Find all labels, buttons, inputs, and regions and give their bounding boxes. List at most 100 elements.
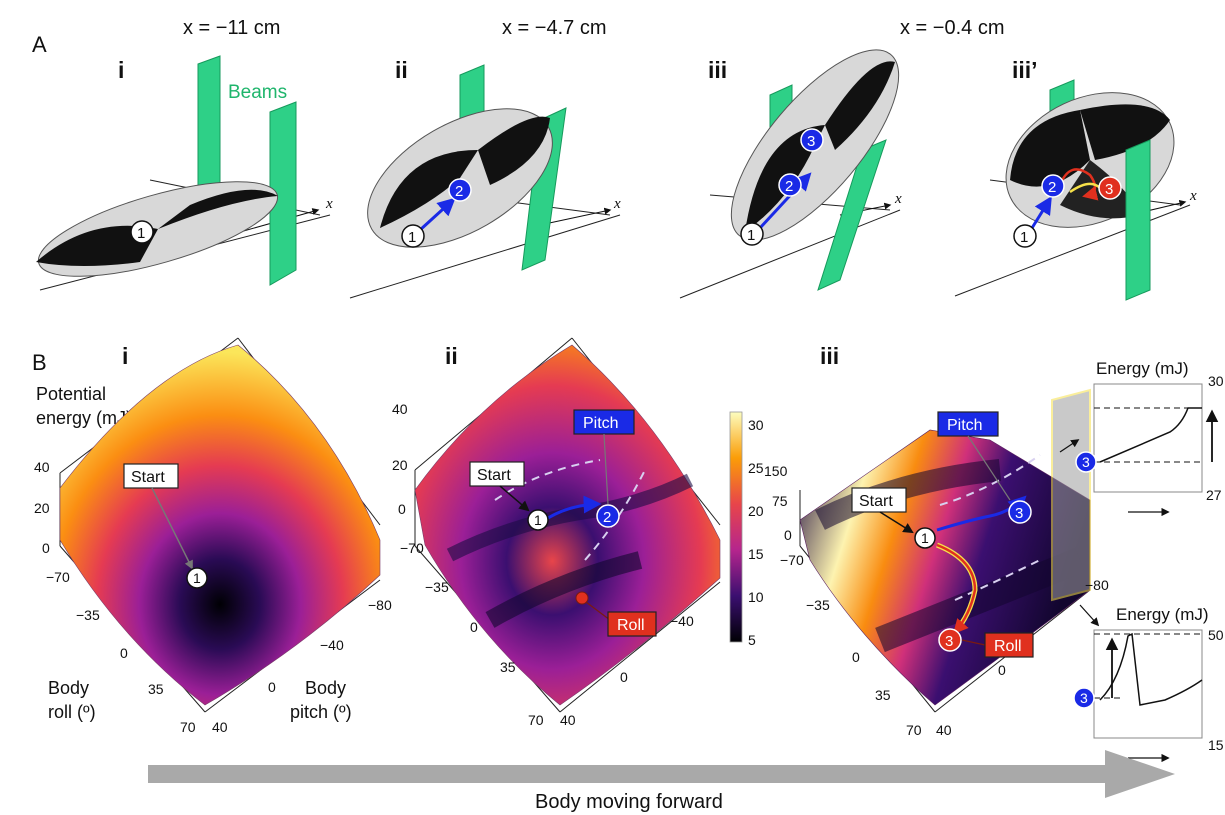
- panel-b-iii: iii 150 75 0 −70 −35 0 35 70 40 0 −80 St…: [764, 343, 1109, 738]
- inset-top-min: 27: [1206, 487, 1222, 503]
- pitch-label-2: pitch (º): [290, 702, 352, 722]
- inset-bottom-frame: [1093, 629, 1203, 739]
- state-marker-3-label: 3: [1105, 181, 1113, 198]
- start-callout: [123, 463, 179, 489]
- roll-tick: −35: [76, 607, 100, 623]
- roll-tick: 70: [528, 712, 544, 728]
- start-callout-label: Start: [131, 469, 165, 486]
- pitch-label-1: Body: [305, 678, 346, 698]
- panel-a-ii: ii x 1 2: [349, 57, 621, 299]
- panel-a-iii-label: iii: [708, 57, 727, 83]
- saddle-boundary: [939, 454, 1041, 601]
- state-marker-2-label: 2: [1048, 179, 1056, 196]
- start-callout-label: Start: [859, 493, 893, 510]
- roll-arrow: [1058, 168, 1099, 201]
- panel-a-ii-label: ii: [395, 57, 408, 83]
- saddle-slice: [1051, 388, 1091, 602]
- state-marker-1-label: 1: [747, 227, 755, 244]
- pitch-tick: −40: [670, 613, 694, 629]
- z-axis-label-1: Potential: [36, 384, 106, 404]
- state-marker-1-label: 1: [408, 229, 416, 246]
- state-marker-1-label: 1: [921, 530, 929, 546]
- state-marker-2-label: 2: [455, 183, 463, 200]
- state-marker-3: [1008, 500, 1032, 524]
- shell-ellipsoid: [36, 181, 279, 277]
- energy-surface: [414, 344, 721, 706]
- roll-callout-label: Roll: [617, 617, 645, 634]
- inset-bottom-pointer: [1079, 604, 1100, 627]
- roll-path: [936, 543, 977, 635]
- z-tick: 40: [34, 459, 50, 475]
- roll-tick: 70: [180, 719, 196, 735]
- state-marker-1: [401, 224, 425, 248]
- state-marker-3-label: 3: [1015, 505, 1023, 522]
- inset-energy-pitch: Energy (mJ) 30 27 3: [1075, 359, 1224, 517]
- colorbar-tick: 10: [748, 589, 764, 605]
- energy-surface: [59, 344, 381, 706]
- colorbar-tick: 25: [748, 460, 764, 476]
- colorbar-gradient: [729, 411, 743, 643]
- roll-callout-label: Roll: [994, 638, 1022, 655]
- state-marker-1-label: 1: [193, 570, 201, 586]
- shell-ellipsoid: [1005, 92, 1175, 228]
- state-marker-2: [778, 173, 802, 197]
- pitch-callout-label: Pitch: [947, 417, 983, 434]
- z-tick: 150: [764, 463, 788, 479]
- x-axis-label: x: [894, 191, 902, 207]
- beams-label: Beams: [228, 82, 287, 103]
- x-axis-arrow: [539, 207, 612, 226]
- inset-top-frame: [1093, 383, 1203, 493]
- panel-b-i-label: i: [122, 343, 128, 369]
- panel-a-i: i x Beams 1: [36, 55, 333, 291]
- forward-arrow-shape: [148, 750, 1175, 798]
- state-marker-1: [740, 222, 764, 246]
- x-axis-label: x: [1189, 188, 1197, 204]
- pitch-tick: 0: [268, 679, 276, 695]
- state-marker-3-label: 3: [945, 633, 953, 650]
- state-marker-1-label: 1: [137, 225, 145, 242]
- start-callout: [469, 461, 525, 487]
- floor-axis: [679, 209, 901, 299]
- pitch-tick: 40: [212, 719, 228, 735]
- beam-right: [817, 139, 887, 291]
- roll-pointer: [585, 601, 611, 621]
- start-pointer: [151, 487, 193, 570]
- roll-path-highlight: [1069, 182, 1101, 194]
- state-marker-3-label: 3: [1080, 690, 1088, 706]
- state-marker-3: [1073, 687, 1095, 709]
- roll-tick: 0: [120, 645, 128, 661]
- x-axis-label: x: [613, 196, 621, 212]
- pitch-tick: −40: [320, 637, 344, 653]
- panel-label-a: A: [32, 32, 47, 57]
- pitch-pointer: [603, 433, 609, 505]
- inset-bottom-min: 15: [1208, 737, 1224, 753]
- state-marker-1-label: 1: [1020, 229, 1028, 246]
- state-marker-1: [1013, 224, 1037, 248]
- inset-top-max: 30: [1208, 373, 1224, 389]
- position-label-1: x = −11 cm: [183, 17, 280, 39]
- roll-callout: [984, 632, 1034, 658]
- panel-a-i-label: i: [118, 57, 124, 83]
- roll-tick: −70: [46, 569, 70, 585]
- pitch-pointer: [967, 435, 1011, 501]
- roll-tick: −35: [806, 597, 830, 613]
- colorbar-tick: 15: [748, 546, 764, 562]
- beam-right: [1125, 139, 1151, 301]
- colorbar-tick: 20: [748, 503, 764, 519]
- roll-pointer: [961, 639, 986, 646]
- roll-tick: −70: [780, 552, 804, 568]
- state-marker-2: [448, 178, 472, 202]
- beam-right: [269, 101, 297, 286]
- start-callout: [851, 487, 907, 513]
- colorbar-tick: 5: [748, 632, 756, 648]
- inset-top-curve: [1099, 407, 1202, 463]
- roll-tick: 35: [148, 681, 164, 697]
- roll-tick: 70: [906, 722, 922, 738]
- z-tick: 20: [34, 500, 50, 516]
- pitch-path: [547, 495, 602, 520]
- state-marker-3-label: 3: [807, 133, 815, 150]
- z-tick: 40: [392, 401, 408, 417]
- inset-top-title: Energy (mJ): [1096, 359, 1189, 378]
- z-tick: 20: [392, 457, 408, 473]
